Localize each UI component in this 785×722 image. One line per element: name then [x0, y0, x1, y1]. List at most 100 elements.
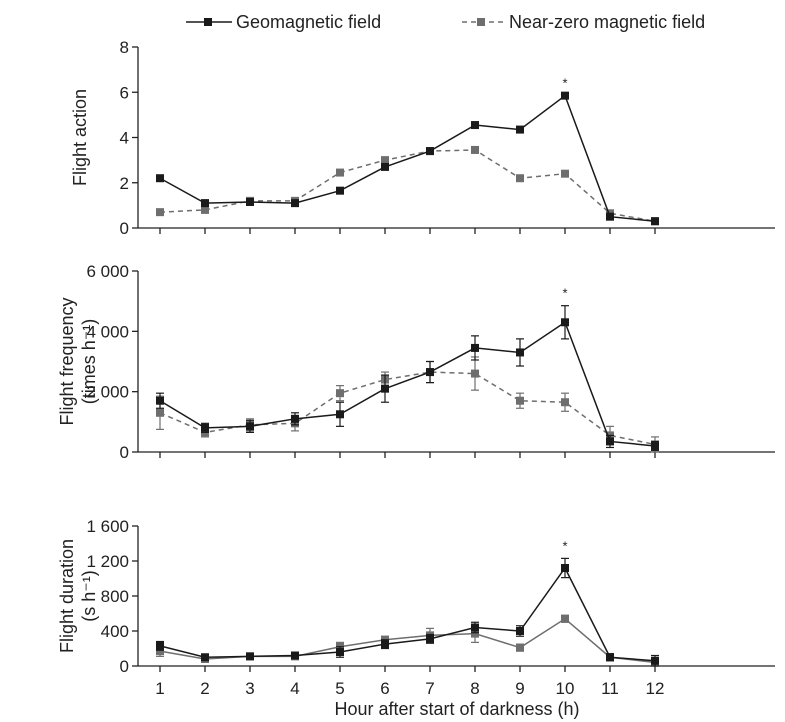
data-point: [156, 647, 164, 656]
x-tick-label: 10: [556, 679, 575, 698]
series-near-zero: [156, 614, 659, 667]
legend: Geomagnetic field Near-zero magnetic fie…: [186, 12, 705, 32]
data-point: [471, 369, 479, 378]
data-point: [336, 648, 344, 656]
data-point: [651, 656, 659, 665]
series-line: [159, 371, 656, 446]
data-point: [561, 91, 569, 100]
y-axis-label: Flight action: [70, 89, 90, 186]
data-point: [471, 623, 479, 632]
data-point: [651, 217, 659, 226]
data-point: [201, 205, 209, 214]
data-point: [201, 653, 209, 662]
y-tick-label: 4: [120, 129, 129, 148]
x-tick-label: 4: [290, 679, 299, 698]
y-axis-label: (s h⁻¹): [79, 570, 99, 622]
data-point: [516, 125, 524, 134]
series-line: [159, 566, 656, 662]
significance-marker: *: [562, 76, 567, 91]
y-tick-label: 2: [120, 174, 129, 193]
chart-panels: 0 2 4 6 8 Flight action * 0 2 000 4 000 6 000 Fligh…: [57, 38, 775, 698]
significance-marker: *: [562, 538, 567, 553]
data-point: [336, 410, 344, 419]
legend-entry-geomagnetic: Geomagnetic field: [186, 12, 381, 32]
data-point: [516, 643, 524, 652]
data-point: [606, 437, 614, 446]
data-point: [201, 423, 209, 432]
panel-1: 0 2 4 6 8 Flight action *: [70, 38, 775, 238]
data-point: [516, 627, 524, 635]
y-tick-label: 2 000: [86, 383, 129, 402]
y-tick-label: 1 600: [86, 517, 129, 536]
data-point: [561, 564, 569, 572]
series-geomagnetic: [156, 557, 659, 667]
data-point: [291, 651, 299, 660]
legend-label-near-zero: Near-zero magnetic field: [509, 12, 705, 32]
data-point: [246, 422, 254, 431]
legend-marker-near-zero: [477, 18, 485, 26]
series-near-zero: [156, 145, 659, 226]
x-tick-label: 6: [380, 679, 389, 698]
x-tick-label: 2: [200, 679, 209, 698]
data-point: [561, 398, 569, 407]
data-point: [291, 199, 299, 208]
y-axis-label: (times h⁻¹): [79, 319, 99, 405]
data-point: [516, 174, 524, 183]
x-tick-label: 12: [646, 679, 665, 698]
series-geomagnetic: [156, 305, 659, 452]
data-point: [516, 396, 524, 405]
data-point: [561, 614, 569, 623]
data-point: [156, 396, 164, 405]
data-point: [606, 653, 614, 662]
y-tick-label: 6: [120, 83, 129, 102]
data-point: [156, 641, 164, 650]
y-tick-label: 1 200: [86, 552, 129, 571]
y-tick-label: 4 000: [86, 322, 129, 341]
y-tick-label: 0: [120, 443, 129, 462]
x-tick-label: 3: [245, 679, 254, 698]
series-line: [159, 149, 656, 222]
data-point: [246, 197, 254, 206]
y-tick-label: 8: [120, 38, 129, 57]
series-line: [159, 94, 656, 222]
y-tick-label: 800: [101, 587, 129, 606]
y-tick-label: 400: [101, 622, 129, 641]
legend-entry-near-zero: Near-zero magnetic field: [462, 12, 705, 32]
data-point: [381, 384, 389, 393]
data-point: [471, 145, 479, 154]
x-tick-label: 9: [515, 679, 524, 698]
series-geomagnetic: [156, 91, 659, 226]
data-point: [471, 343, 479, 352]
legend-marker-geomagnetic: [204, 18, 212, 26]
significance-marker: *: [562, 286, 567, 301]
data-point: [426, 634, 434, 643]
x-tick-label: 7: [425, 679, 434, 698]
data-point: [381, 162, 389, 171]
data-point: [561, 169, 569, 178]
data-point: [336, 168, 344, 177]
panel-2: 0 2 000 4 000 6 000 Flight frequency (times h…: [57, 262, 775, 462]
data-point: [516, 348, 524, 357]
data-point: [156, 208, 164, 217]
data-point: [426, 368, 434, 377]
data-point: [606, 212, 614, 221]
x-tick-label: 8: [470, 679, 479, 698]
data-point: [471, 629, 479, 638]
data-point: [246, 652, 254, 661]
x-tick-label: 11: [601, 679, 619, 698]
data-point: [426, 147, 434, 156]
x-tick-label: 1: [155, 679, 164, 698]
y-tick-label: 0: [120, 657, 129, 676]
data-point: [156, 408, 164, 417]
data-point: [561, 318, 569, 327]
data-point: [291, 414, 299, 423]
data-point: [336, 389, 344, 398]
x-tick-label: 5: [335, 679, 344, 698]
data-point: [381, 156, 389, 165]
data-point: [201, 199, 209, 208]
y-tick-label: 6 000: [86, 262, 129, 281]
data-point: [471, 121, 479, 130]
series-line: [159, 321, 656, 447]
